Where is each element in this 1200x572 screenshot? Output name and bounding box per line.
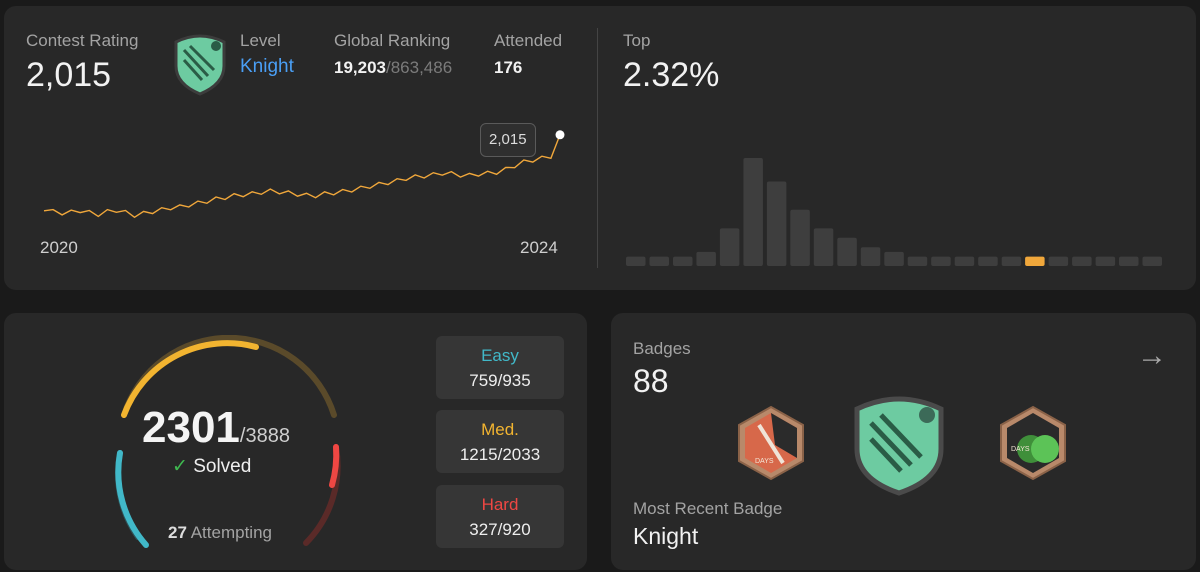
- attempting-count: 27: [168, 523, 187, 542]
- hard-arc: [329, 444, 340, 488]
- badges-count: 88: [633, 363, 669, 399]
- top-percent-value: 2.32%: [623, 56, 720, 94]
- solved-number: 2301: [142, 403, 240, 452]
- histogram-bar: [1142, 256, 1162, 266]
- knight-level-icon: [172, 32, 228, 98]
- top-label: Top: [623, 31, 651, 50]
- problems-solved-card: 2301/3888 ✓ Solved 27 Attempting Easy 75…: [4, 313, 587, 570]
- knight-badge-icon[interactable]: [851, 391, 947, 502]
- histogram-bar: [743, 158, 763, 266]
- contest-rating-label: Contest Rating: [26, 31, 139, 50]
- 50-days-badge-icon[interactable]: DAYS: [997, 405, 1069, 486]
- easy-count: 759/935: [469, 371, 531, 390]
- histogram-bar: [1001, 256, 1022, 266]
- recent-badge-label: Most Recent Badge: [633, 499, 783, 518]
- histogram-bar: [1048, 256, 1069, 266]
- rating-line: [43, 134, 561, 219]
- solved-label: Solved: [193, 456, 252, 477]
- rating-line-chart[interactable]: [40, 118, 580, 228]
- histogram-bar: [978, 256, 998, 266]
- hard-label: Hard: [481, 495, 519, 514]
- progress-ring: [115, 335, 341, 548]
- histogram-bar: [790, 209, 810, 266]
- easy-arc: [115, 450, 149, 548]
- contest-rating-value: 2,015: [26, 56, 112, 94]
- histogram-bar: [813, 228, 834, 266]
- histogram-bar: [766, 181, 787, 266]
- global-ranking-label: Global Ranking: [334, 31, 451, 50]
- histogram-bar: [626, 256, 646, 266]
- histogram-bar: [1072, 256, 1092, 266]
- badges-label: Badges: [633, 339, 691, 358]
- days-badge-icon[interactable]: DAYS: [735, 405, 807, 486]
- x-axis-end-label: 2024: [520, 238, 558, 257]
- check-icon: ✓: [172, 456, 188, 477]
- svg-text:DAYS: DAYS: [755, 458, 774, 465]
- histogram-bar: [1095, 256, 1116, 266]
- easy-label: Easy: [481, 346, 519, 365]
- x-axis-start-label: 2020: [40, 238, 78, 257]
- attempting-label: Attempting: [190, 523, 272, 542]
- global-ranking-value: 19,203/863,486: [334, 58, 452, 78]
- histogram-bar: [837, 237, 857, 266]
- ranking-histogram[interactable]: [626, 136, 1166, 266]
- histogram-bar: [1119, 256, 1139, 266]
- histogram-bar: [884, 251, 904, 266]
- histogram-bar: [649, 256, 669, 266]
- solved-count: 2301/3888: [142, 403, 290, 453]
- medium-label: Med.: [481, 420, 519, 439]
- contest-rating-card: Contest Rating 2,015 Level Knight Global…: [4, 6, 1196, 290]
- recent-badge-value: Knight: [633, 523, 699, 549]
- easy-stat[interactable]: Easy 759/935: [436, 336, 564, 399]
- medium-stat[interactable]: Med. 1215/2033: [436, 410, 564, 473]
- section-divider: [597, 28, 598, 268]
- rating-tooltip: 2,015: [480, 123, 536, 157]
- svg-text:DAYS: DAYS: [1011, 446, 1030, 453]
- rating-current-point: [555, 130, 565, 140]
- histogram-bar: [931, 256, 951, 266]
- histogram-bar: [860, 247, 881, 266]
- medium-count: 1215/2033: [459, 445, 541, 464]
- arrow-right-icon[interactable]: →: [1137, 339, 1167, 372]
- histogram-bar: [673, 256, 693, 266]
- global-rank: 19,203: [334, 58, 386, 77]
- global-total: /863,486: [386, 58, 453, 77]
- histogram-bar-highlight: [1025, 256, 1045, 266]
- level-label: Level: [240, 31, 281, 50]
- attempting-row: 27 Attempting: [168, 523, 272, 543]
- attended-value: 176: [494, 58, 523, 77]
- histogram-bar: [954, 256, 975, 266]
- attended-label: Attended: [494, 31, 563, 50]
- histogram-bar: [719, 228, 740, 266]
- level-value: Knight: [240, 56, 294, 77]
- medium-arc: [121, 340, 259, 418]
- hard-stat[interactable]: Hard 327/920: [436, 485, 564, 548]
- solved-label-row: ✓ Solved: [172, 455, 251, 478]
- histogram-bar: [907, 256, 928, 266]
- hard-count: 327/920: [469, 520, 531, 539]
- total-number: /3888: [239, 425, 290, 447]
- histogram-bar: [696, 251, 716, 266]
- badges-card: Badges 88 → DAYS DAYS Most Recent Badge …: [611, 313, 1196, 570]
